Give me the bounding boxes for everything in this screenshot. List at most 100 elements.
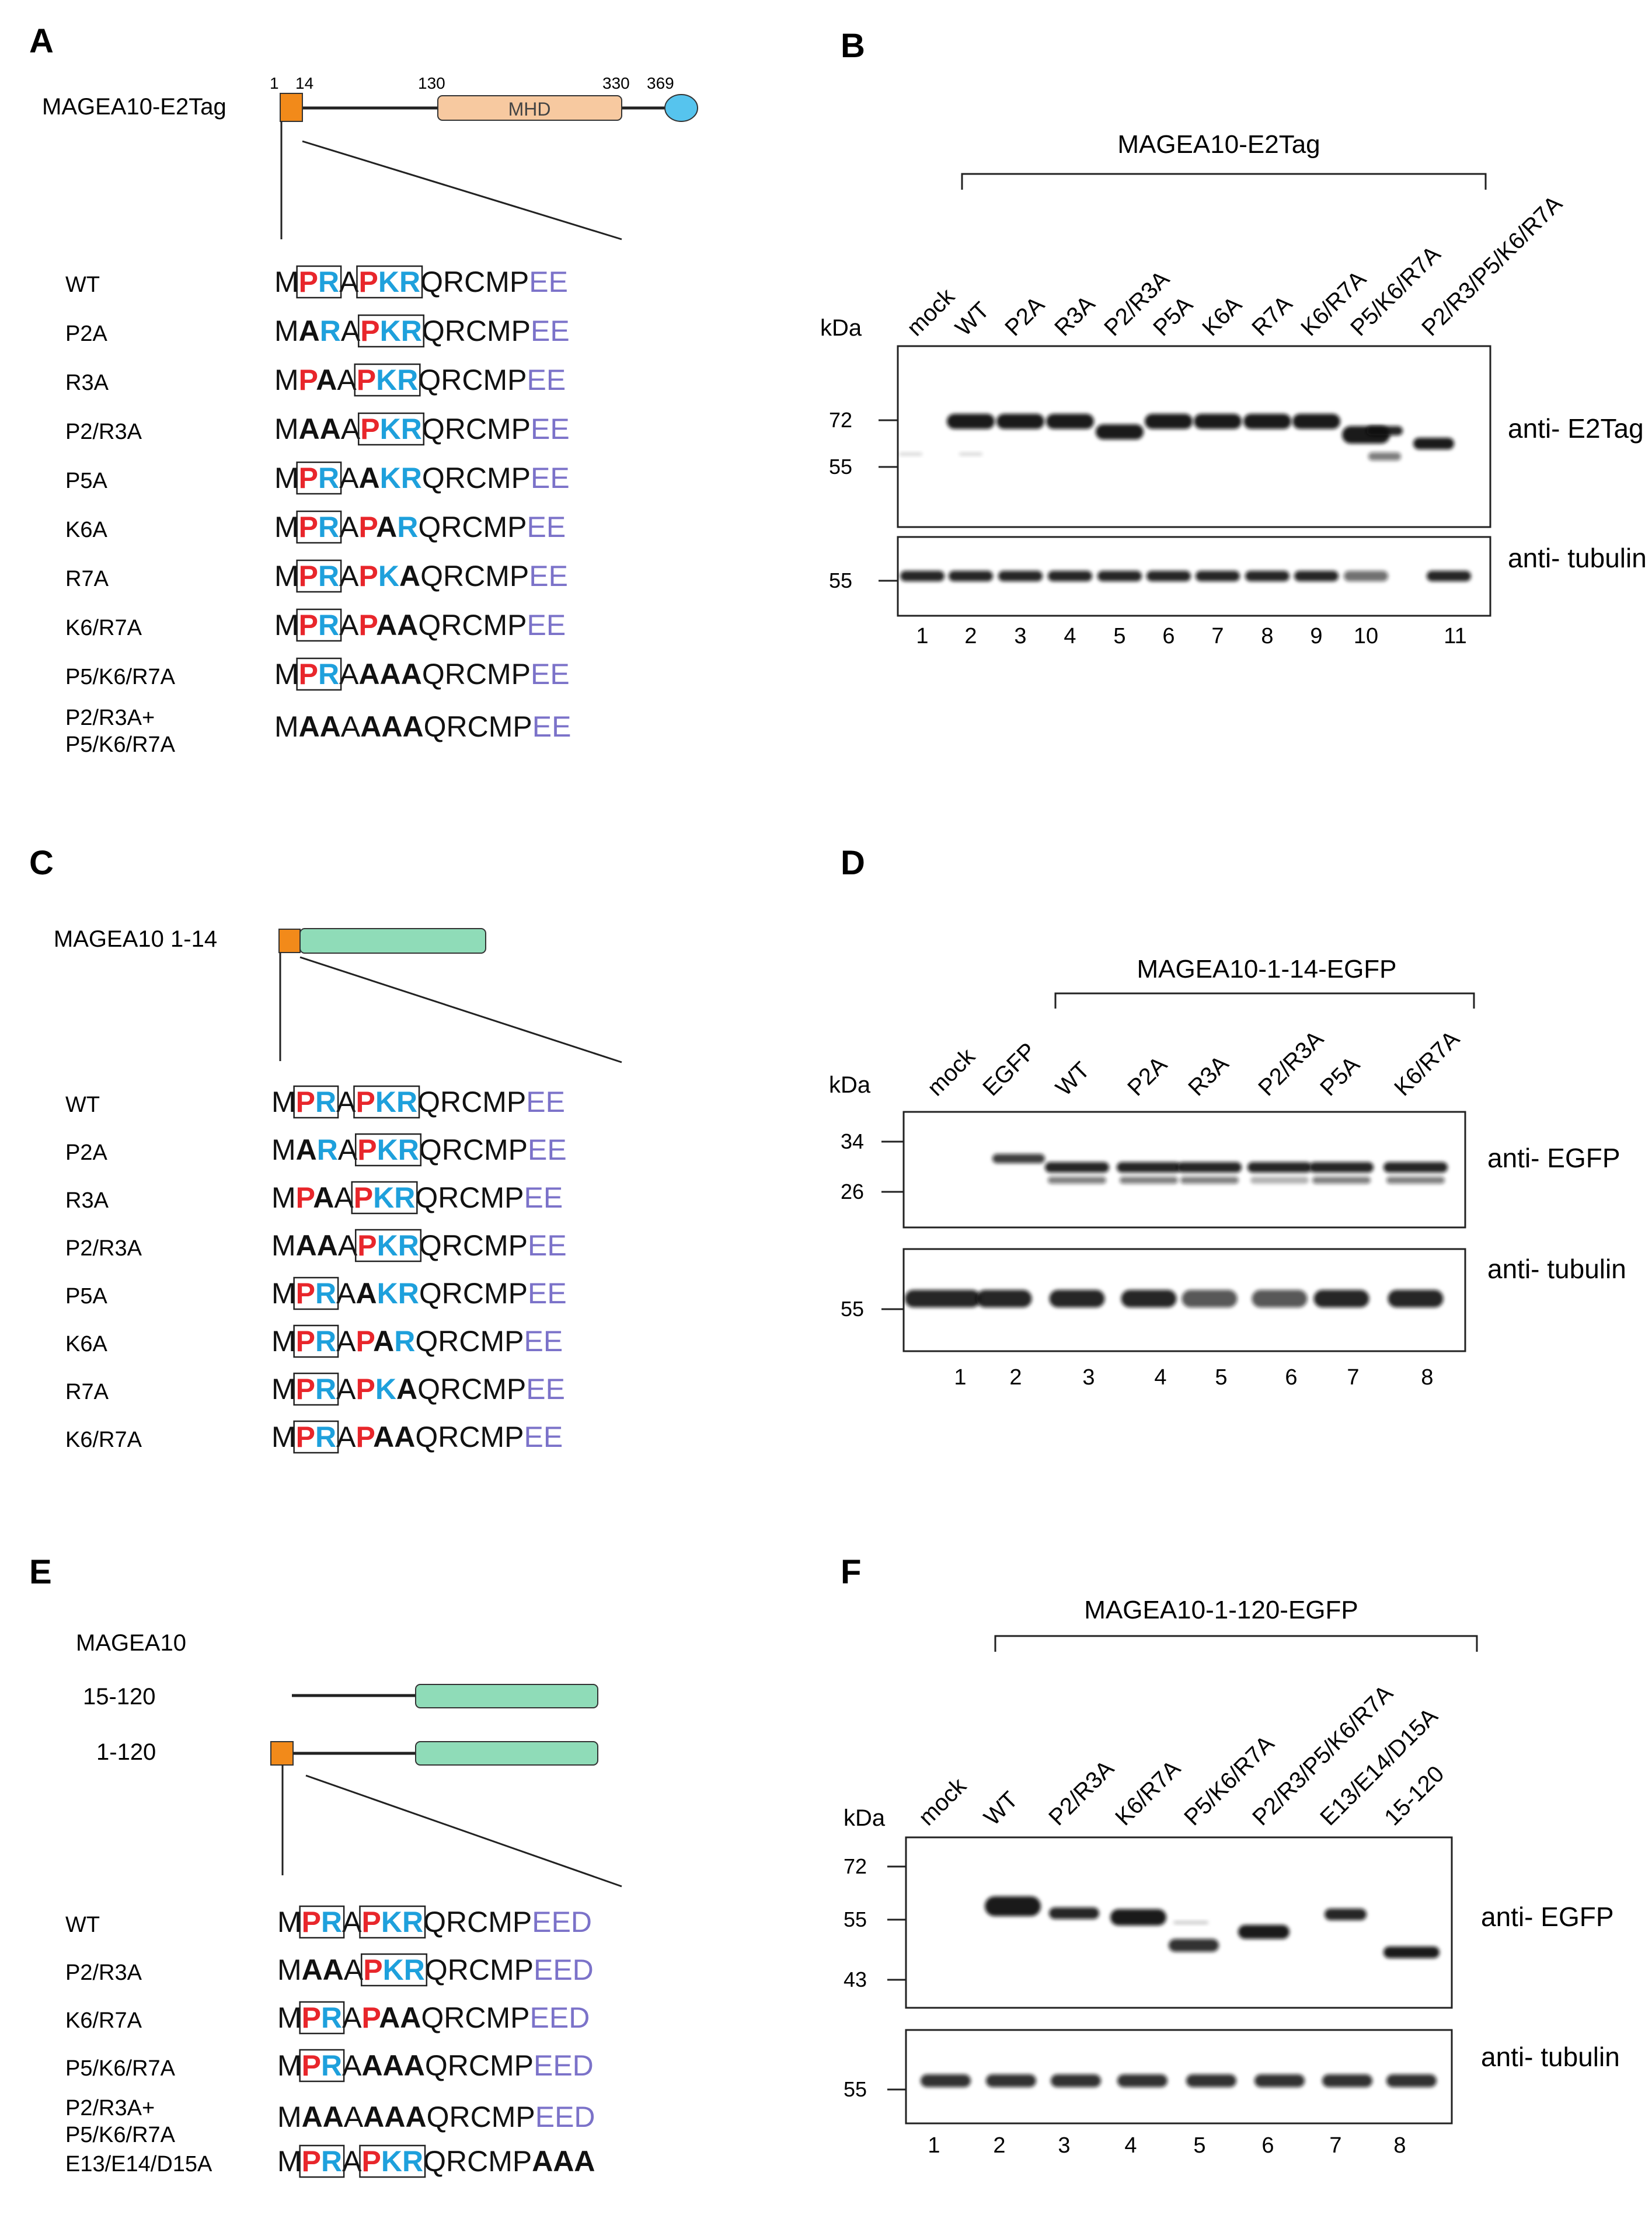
band [1252, 1290, 1308, 1307]
peptide-sequence: MPRAPKAQRCMPEE [274, 560, 568, 592]
peptide-sequence: MPAAPKRQRCMPEE [271, 1181, 563, 1214]
sequence-row: R3A MPAAPKRQRCMPEE [65, 363, 566, 397]
band [986, 2074, 1036, 2087]
lane-number: 3 [1058, 2133, 1070, 2158]
band [947, 414, 995, 429]
marker-55: 55 [829, 455, 852, 479]
mutant-label: P5A [65, 1284, 107, 1309]
lane-number: 5 [1215, 1365, 1227, 1390]
egfp-box [299, 928, 486, 954]
panel-a-domain-diagram: MHD 1 14 130 330 369 [270, 74, 698, 240]
egfp-box [415, 1741, 598, 1766]
lane-number: 9 [1310, 624, 1322, 648]
peptide-sequence: MARAPKRQRCMPEE [274, 315, 570, 347]
motif-outline-box [353, 1085, 420, 1119]
panel-b-blot-e2tag [897, 345, 1491, 528]
lane-number: 2 [1009, 1365, 1022, 1390]
mutant-label: R7A [65, 1380, 109, 1404]
lane-label: R7A [1247, 291, 1297, 341]
motif-outline-box [293, 1372, 339, 1406]
band [1250, 1177, 1309, 1184]
position-label: 330 [602, 74, 630, 92]
panel-d-letter: D [841, 844, 865, 882]
motif-outline-box [299, 2001, 345, 2035]
peptide-sequence: MPRAPKRQRCMPEE [274, 266, 568, 298]
panel-b-header: MAGEA10-E2Tag [1117, 130, 1320, 159]
lane-label: P2A [1123, 1052, 1172, 1101]
panel-c-letter: C [29, 844, 54, 882]
lane-label: WT [1051, 1057, 1095, 1101]
peptide-sequence: MPRAPARQRCMPEE [271, 1325, 563, 1358]
lane-number: 1 [916, 624, 928, 648]
band [1388, 1290, 1444, 1307]
mutant-label: P2A [65, 1140, 107, 1165]
band [1383, 1162, 1448, 1173]
motif-outline-box [296, 265, 342, 299]
band [1254, 2074, 1305, 2087]
peptide-sequence: MPAAPKRQRCMPEE [274, 364, 566, 396]
lane-label: K6/R7A [1110, 1756, 1186, 1831]
lane-number: 7 [1211, 624, 1224, 648]
band [1413, 438, 1454, 449]
lane-label: WT [979, 1787, 1023, 1830]
band [976, 1290, 1032, 1307]
panel-d-kda: kDa [829, 1072, 871, 1098]
panel-a-sequences: WT MPRAPKRQRCMPEE P2A MARAPKRQRCMPEE R3A MPAA… [65, 265, 571, 757]
motif-outline-box [293, 1085, 339, 1119]
band [1386, 2074, 1437, 2087]
peptide-sequence: MAAAPKRQRCMPEE [271, 1229, 567, 1262]
band [1121, 1290, 1177, 1307]
band [992, 1154, 1045, 1163]
antibody-label: anti- tubulin [1508, 543, 1647, 573]
band [1049, 1290, 1105, 1307]
sequence-row: P5/K6/R7A MPRAAAAQRCMPEE [65, 657, 570, 691]
band [1120, 1177, 1178, 1184]
mutant-label: E13/E14/D15A [65, 2152, 212, 2176]
motif-outline-box [299, 1905, 345, 1939]
band [1169, 1939, 1219, 1952]
band [899, 452, 922, 456]
mutant-label: P2/R3A [65, 1961, 142, 1985]
lane-label: P2A [1000, 292, 1050, 341]
motif-outline-box [360, 1953, 428, 1987]
band [1427, 571, 1471, 581]
panel-b-bracket [961, 173, 1487, 190]
marker-72: 72 [829, 408, 852, 432]
mutant-label: K6A [65, 518, 107, 542]
mutant-label: P5A [65, 469, 107, 493]
antibody-label: anti- E2Tag [1508, 413, 1644, 444]
lane-label: R3A [1050, 291, 1100, 341]
band [1367, 426, 1403, 435]
peptide-sequence: MPRAPKRQRCMPEED [277, 1906, 592, 1938]
mutant-label: P2/R3A+ P5/K6/R7A [65, 2096, 176, 2147]
marker-26: 26 [841, 1180, 864, 1204]
band [1243, 414, 1291, 429]
sequence-row: P2/R3A+ P5/K6/R7A MAAAAAAQRCMPEE [65, 706, 571, 757]
panel-b-bands-e2tag [899, 414, 1454, 461]
panel-c-sequences: WT MPRAPKRQRCMPEE P2A MARAPKRQRCMPEE R3A MPAA… [65, 1085, 567, 1454]
mutant-label: R3A [65, 371, 109, 395]
lane-label: P5A [1315, 1052, 1365, 1101]
e2tag-oval [664, 94, 698, 122]
sequence-row: K6A MPRAPARQRCMPEE [65, 1324, 563, 1358]
lane-number: 5 [1193, 2133, 1205, 2158]
mutant-label: P2/R3A+ P5/K6/R7A [65, 706, 176, 757]
motif-outline-box [296, 657, 342, 691]
lane-number: 2 [964, 624, 977, 648]
band [1313, 1290, 1369, 1307]
lane-number: 4 [1124, 2133, 1137, 2158]
lane-number: 1 [928, 2133, 940, 2158]
mhd-label: MHD [508, 99, 551, 120]
lane-number: 10 [1354, 624, 1378, 648]
mutant-label: P5/K6/R7A [65, 2056, 176, 2081]
band [1117, 1162, 1181, 1173]
lane-number: 7 [1329, 2133, 1341, 2158]
band [1294, 571, 1339, 581]
band [1051, 2074, 1101, 2087]
peptide-sequence: MPRAAAAQRCMPEED [277, 2049, 594, 2082]
panel-c-construct-name: MAGEA10 1-14 [54, 926, 217, 952]
